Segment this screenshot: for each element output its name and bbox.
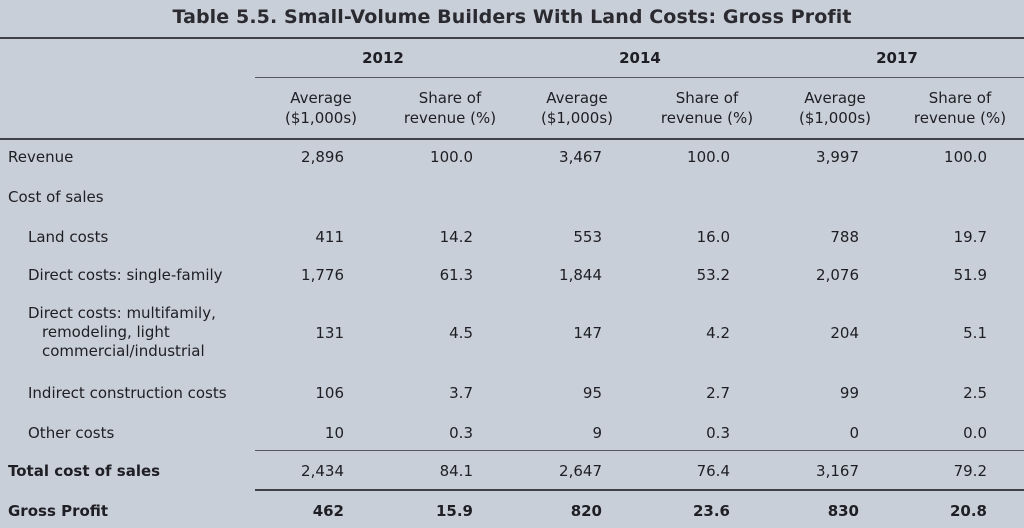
col-header-line: Share of: [418, 89, 482, 107]
col-header-share-2017: Share of revenue (%): [895, 88, 1024, 128]
cell-total-2012-average: 2,434: [301, 462, 344, 480]
cell-total-2014-share: 76.4: [696, 462, 730, 480]
cell-revenue-2012-average: 2,896: [301, 148, 344, 166]
cell-total-2014-average: 2,647: [559, 462, 602, 480]
cell-revenue-2017-share: 100.0: [944, 148, 987, 166]
cell-gross-profit-2014-share: 23.6: [692, 502, 730, 520]
cell-revenue-2014-average: 3,467: [559, 148, 602, 166]
cell-gross-profit-2014-average: 820: [570, 502, 602, 520]
cell-direct-multi-2012-share: 4.5: [449, 324, 473, 342]
cell-land-costs-2014-average: 553: [573, 228, 602, 246]
cell-total-2012-share: 84.1: [439, 462, 473, 480]
col-header-line: revenue (%): [403, 109, 497, 127]
cell-other-2012-average: 10: [324, 424, 344, 442]
col-header-average-2017: Average ($1,000s): [770, 88, 900, 128]
row-label-cost-of-sales: Cost of sales: [8, 188, 104, 206]
cell-other-2017-average: 0: [849, 424, 859, 442]
col-header-line: Average: [546, 89, 608, 107]
col-header-share-2012: Share of revenue (%): [385, 88, 515, 128]
cell-other-2012-share: 0.3: [449, 424, 473, 442]
cell-direct-multi-2017-average: 204: [830, 324, 859, 342]
cell-land-costs-2014-share: 16.0: [696, 228, 730, 246]
year-header-2017: 2017: [876, 49, 918, 67]
cell-revenue-2012-share: 100.0: [430, 148, 473, 166]
gross-profit-rule: [255, 489, 1024, 491]
year-header-2012: 2012: [362, 49, 404, 67]
table-title: Table 5.5. Small-Volume Builders With La…: [172, 6, 852, 28]
row-label-indirect-construction: Indirect construction costs: [28, 384, 227, 402]
row-label-revenue: Revenue: [8, 148, 74, 166]
col-header-line: Share of: [928, 89, 992, 107]
col-header-line: revenue (%): [660, 109, 754, 127]
col-header-average-2014: Average ($1,000s): [512, 88, 642, 128]
row-label-land-costs: Land costs: [28, 228, 109, 246]
row-label-line: commercial/industrial: [42, 342, 205, 360]
row-label-direct-single-family: Direct costs: single-family: [28, 266, 223, 284]
cell-total-2017-share: 79.2: [953, 462, 987, 480]
cell-direct-multi-2014-share: 4.2: [706, 324, 730, 342]
cell-other-2014-average: 9: [592, 424, 602, 442]
cell-direct-single-2014-share: 53.2: [696, 266, 730, 284]
year-header-rule: [255, 77, 1024, 78]
cell-direct-single-2014-average: 1,844: [559, 266, 602, 284]
cell-indirect-2014-share: 2.7: [706, 384, 730, 402]
cell-direct-single-2017-share: 51.9: [953, 266, 987, 284]
cell-other-2014-share: 0.3: [706, 424, 730, 442]
row-label-total-cost-of-sales: Total cost of sales: [8, 462, 161, 480]
row-label-direct-multifamily: Direct costs: multifamily, remodeling, l…: [28, 304, 216, 361]
cell-land-costs-2012-average: 411: [315, 228, 344, 246]
col-header-line: ($1,000s): [798, 109, 871, 127]
cell-indirect-2017-share: 2.5: [963, 384, 987, 402]
column-header-rule: [0, 138, 1024, 140]
cell-indirect-2012-average: 106: [315, 384, 344, 402]
cell-direct-single-2012-share: 61.3: [439, 266, 473, 284]
cell-direct-single-2017-average: 2,076: [816, 266, 859, 284]
col-header-line: Share of: [675, 89, 739, 107]
row-label-other-costs: Other costs: [28, 424, 115, 442]
cell-gross-profit-2012-share: 15.9: [435, 502, 473, 520]
col-header-line: ($1,000s): [284, 109, 357, 127]
row-label-line: Direct costs: multifamily,: [28, 304, 216, 322]
cell-direct-multi-2017-share: 5.1: [963, 324, 987, 342]
col-header-line: revenue (%): [913, 109, 1007, 127]
row-label-line: remodeling, light: [42, 323, 170, 341]
cell-other-2017-share: 0.0: [963, 424, 987, 442]
cell-gross-profit-2017-average: 830: [827, 502, 859, 520]
cell-land-costs-2012-share: 14.2: [439, 228, 473, 246]
top-rule: [0, 37, 1024, 39]
cell-land-costs-2017-share: 19.7: [953, 228, 987, 246]
cell-direct-multi-2012-average: 131: [315, 324, 344, 342]
col-header-line: Average: [804, 89, 866, 107]
cell-revenue-2017-average: 3,997: [816, 148, 859, 166]
year-header-2014: 2014: [619, 49, 661, 67]
row-label-gross-profit: Gross Profit: [8, 502, 109, 520]
cell-total-2017-average: 3,167: [816, 462, 859, 480]
cell-direct-multi-2014-average: 147: [573, 324, 602, 342]
cell-indirect-2012-share: 3.7: [449, 384, 473, 402]
cell-revenue-2014-share: 100.0: [687, 148, 730, 166]
cell-indirect-2014-average: 95: [582, 384, 602, 402]
col-header-line: ($1,000s): [540, 109, 613, 127]
cell-gross-profit-2017-share: 20.8: [949, 502, 987, 520]
cell-gross-profit-2012-average: 462: [312, 502, 344, 520]
col-header-line: Average: [290, 89, 352, 107]
total-rule: [255, 450, 1024, 451]
cell-direct-single-2012-average: 1,776: [301, 266, 344, 284]
col-header-share-2014: Share of revenue (%): [642, 88, 772, 128]
col-header-average-2012: Average ($1,000s): [256, 88, 386, 128]
cell-indirect-2017-average: 99: [839, 384, 859, 402]
cell-land-costs-2017-average: 788: [830, 228, 859, 246]
